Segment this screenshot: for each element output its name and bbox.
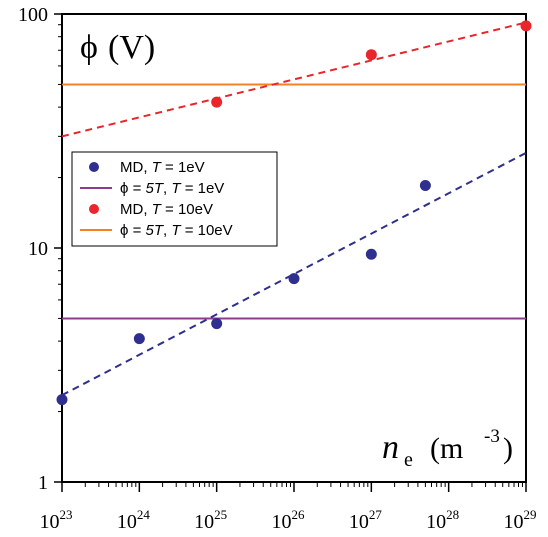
legend-label-2: MD, T = 10eV — [120, 201, 213, 218]
data-point-s1-1 — [365, 49, 377, 61]
xlabel-unit-close: ) — [503, 432, 513, 465]
x-tick-label: 1029 — [504, 507, 537, 533]
data-point-s1-0 — [211, 96, 223, 108]
x-tick-label: 1023 — [40, 507, 73, 533]
y-tick-label: 100 — [18, 4, 48, 26]
xlabel-n: n — [382, 429, 399, 466]
data-point-s0-1 — [133, 333, 145, 345]
x-tick-label: 1027 — [349, 507, 383, 533]
fit-line-0 — [61, 151, 527, 397]
data-point-s1-2 — [520, 20, 532, 32]
axis-annotations: ϕ (V) n e (m -3 ) — [80, 29, 513, 471]
xlabel-subscript: e — [404, 449, 413, 471]
legend: MD, T = 1eV ϕ = 5T, T = 1eV MD, T = 10eV ϕ … — [71, 151, 278, 247]
legend-label-0: MD, T = 1eV — [120, 159, 205, 176]
plot-area — [56, 13, 532, 483]
data-point-s0-3 — [288, 273, 300, 285]
legend-label-3: ϕ = 5T, T = 10eV — [120, 222, 233, 239]
y-tick-label: 10 — [28, 238, 48, 260]
xlabel-unit-exponent: -3 — [484, 426, 500, 447]
legend-marker-2 — [89, 204, 99, 214]
x-tick-label: 1028 — [426, 507, 459, 533]
axis-ticks — [54, 13, 527, 492]
data-point-s0-0 — [56, 394, 68, 406]
x-tick-label: 1026 — [272, 507, 306, 533]
x-tick-label: 1024 — [117, 507, 151, 533]
legend-marker-0 — [89, 162, 99, 172]
data-point-s0-5 — [419, 179, 431, 191]
data-point-s0-4 — [365, 248, 377, 260]
xlabel-unit-open: (m — [430, 432, 463, 465]
legend-label-1: ϕ = 5T, T = 1eV — [120, 180, 224, 197]
y-tick-label: 1 — [38, 472, 48, 494]
tick-labels: 1023 1024 1025 1026 1027 1028 1029 1 10 100 — [18, 4, 537, 533]
data-point-s0-2 — [211, 318, 223, 330]
fit-line-1 — [61, 21, 527, 138]
ylabel-phi-symbol: ϕ — [80, 29, 98, 66]
ylabel-unit: (V) — [108, 29, 155, 66]
x-tick-label: 1025 — [194, 507, 227, 533]
